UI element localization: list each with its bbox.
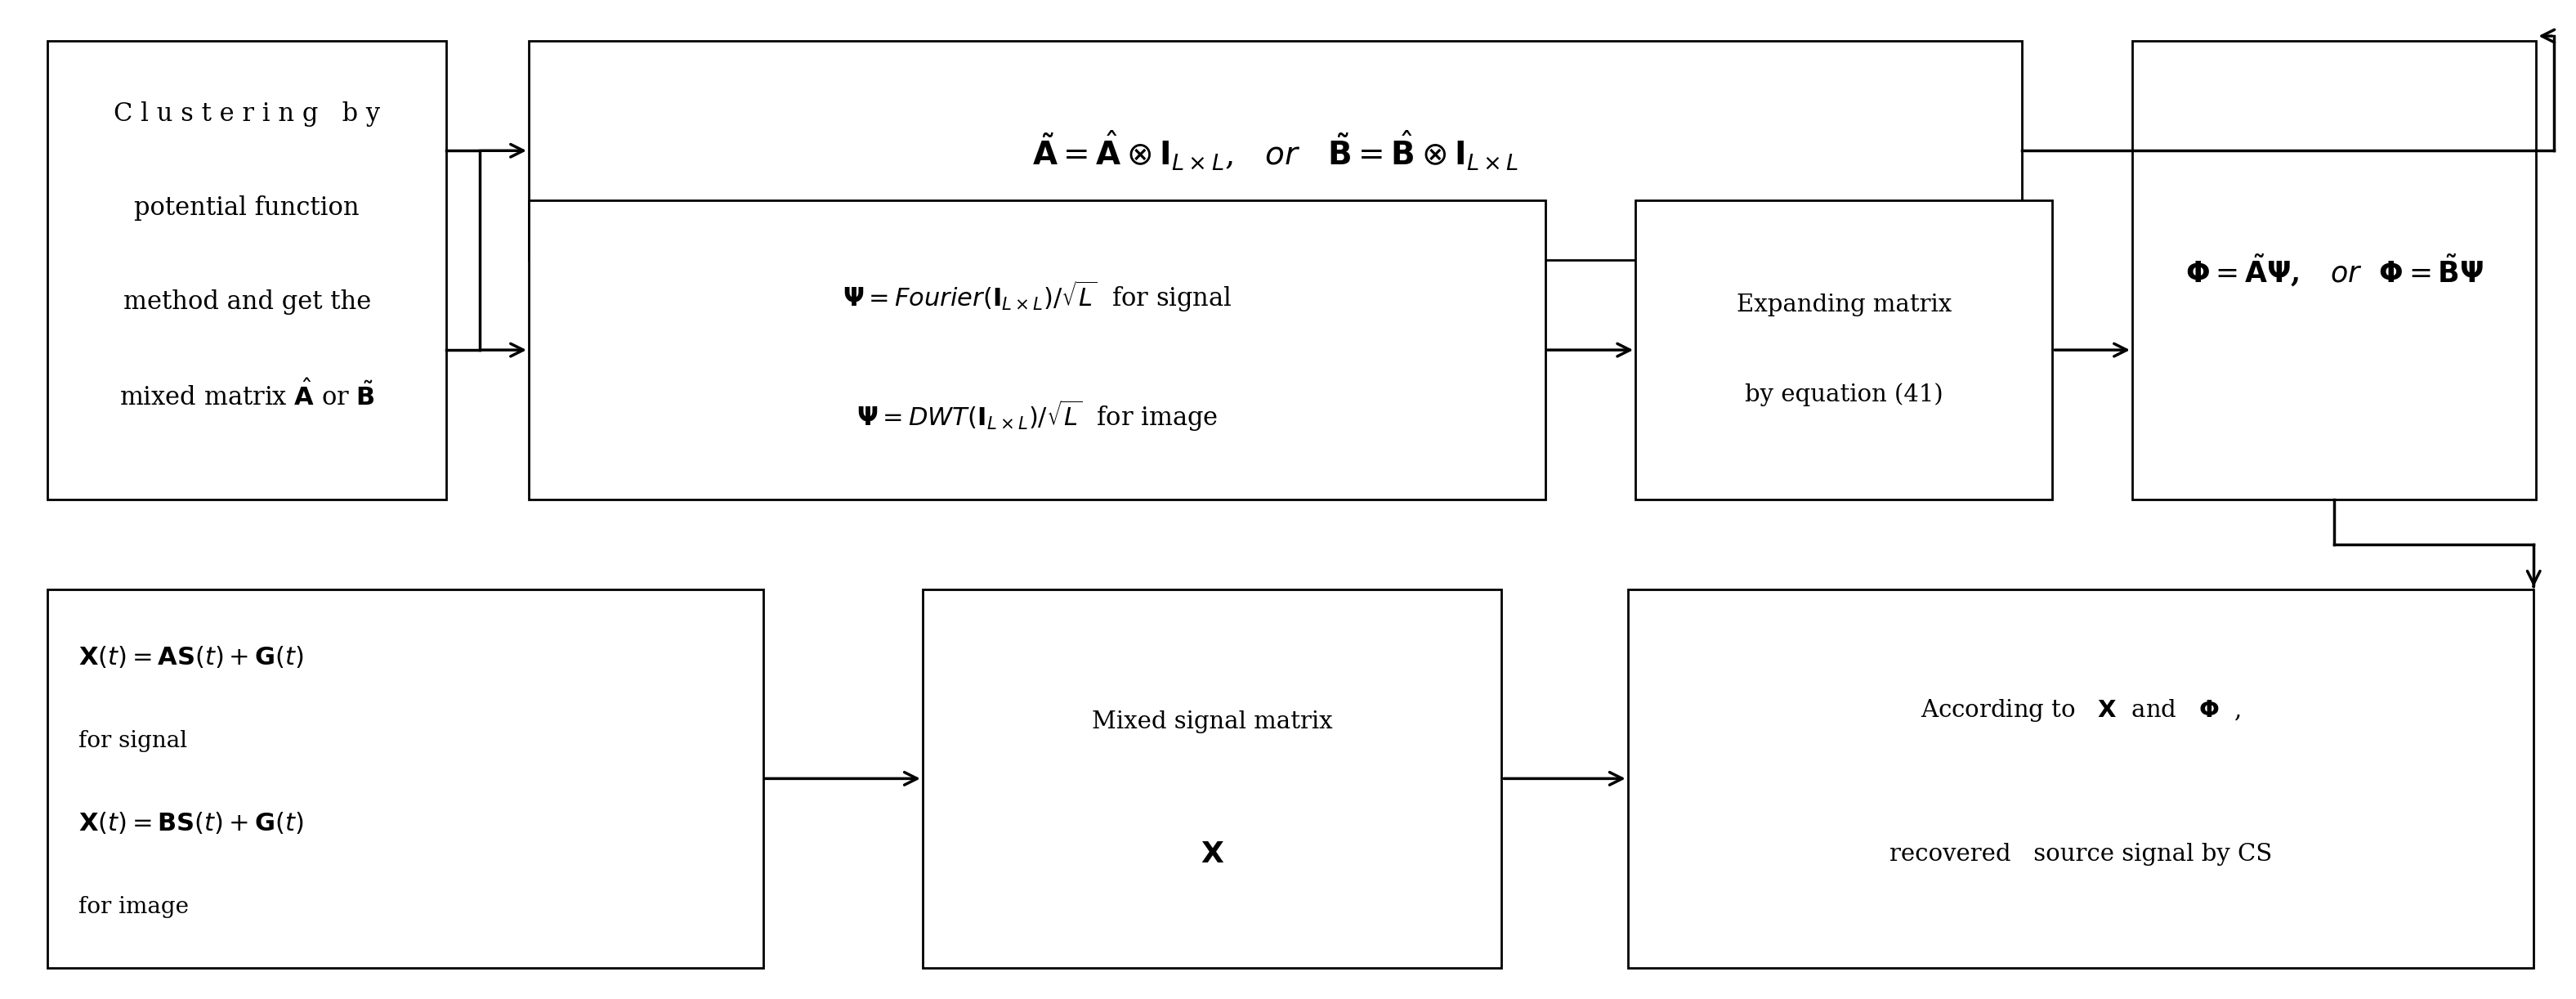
Text: recovered   source signal by CS: recovered source signal by CS xyxy=(1888,843,2272,866)
Text: method and get the: method and get the xyxy=(124,290,371,315)
Text: Expanding matrix: Expanding matrix xyxy=(1736,294,1953,317)
Text: $\mathbf{X}$: $\mathbf{X}$ xyxy=(1200,840,1224,868)
Bar xyxy=(528,201,1546,500)
Text: mixed matrix $\hat{\mathbf{A}}$ or $\tilde{\mathbf{B}}$: mixed matrix $\hat{\mathbf{A}}$ or $\til… xyxy=(118,381,374,412)
Text: $\mathbf{X}(t) = \mathbf{B}\mathbf{S}(t) + \mathbf{G}(t)$: $\mathbf{X}(t) = \mathbf{B}\mathbf{S}(t)… xyxy=(77,811,304,837)
Bar xyxy=(1628,589,2535,968)
Text: Mixed signal matrix: Mixed signal matrix xyxy=(1092,710,1332,733)
Text: for image: for image xyxy=(77,896,188,918)
Text: for signal: for signal xyxy=(77,729,188,751)
Text: by equation (41): by equation (41) xyxy=(1744,383,1942,407)
Bar xyxy=(2133,41,2537,500)
Text: According to   $\mathbf{X}$  and   $\mathbf{\Phi}$  ,: According to $\mathbf{X}$ and $\mathbf{\… xyxy=(1922,697,2241,723)
Text: C l u s t e r i n g   b y: C l u s t e r i n g b y xyxy=(113,102,381,127)
Bar xyxy=(922,589,1502,968)
Text: potential function: potential function xyxy=(134,196,361,221)
Bar xyxy=(1636,201,2053,500)
Text: $\mathbf{X}(t) = \mathbf{A}\mathbf{S}(t) + \mathbf{G}(t)$: $\mathbf{X}(t) = \mathbf{A}\mathbf{S}(t)… xyxy=(77,644,304,670)
Text: $\mathbf{\Psi} = Fourier(\mathbf{I}_{L\times L})/\sqrt{L}$  for signal: $\mathbf{\Psi} = Fourier(\mathbf{I}_{L\t… xyxy=(842,279,1231,314)
Bar xyxy=(46,41,446,500)
Bar xyxy=(46,589,762,968)
Bar xyxy=(528,41,2022,261)
Text: $\mathbf{\Phi} = \tilde{\mathbf{A}}\mathbf{\Psi}$,   $or$  $\mathbf{\Phi} = \til: $\mathbf{\Phi} = \tilde{\mathbf{A}}\math… xyxy=(2184,252,2483,289)
Text: $\tilde{\mathbf{A}} = \hat{\mathbf{A}} \otimes \mathbf{I}_{L\times L}$,   $or$  : $\tilde{\mathbf{A}} = \hat{\mathbf{A}} \… xyxy=(1033,129,1517,173)
Text: $\mathbf{\Psi} = DWT(\mathbf{I}_{L\times L})/\sqrt{L}$  for image: $\mathbf{\Psi} = DWT(\mathbf{I}_{L\times… xyxy=(855,399,1218,434)
